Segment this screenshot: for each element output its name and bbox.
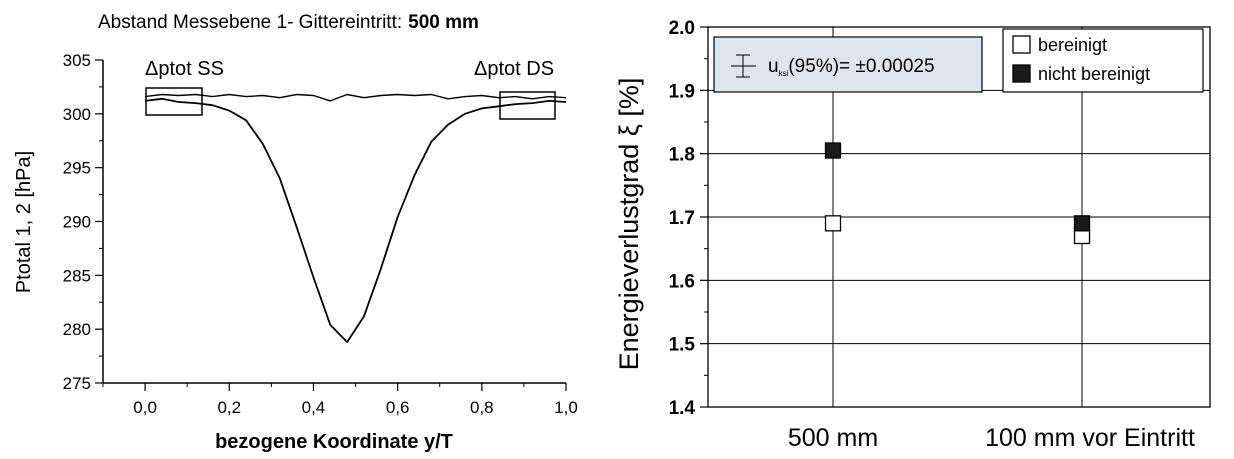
right-y-axis-label: Energieverlustgrad ξ [%]	[614, 78, 644, 371]
left-chart-title: Abstand Messebene 1- Gittereintritt: 500 …	[98, 12, 479, 33]
left-y-tick-label: 290	[63, 213, 91, 232]
right-chart: Energieverlustgrad ξ [%] 1.4 1.5 1.6 1.7 1.8…	[614, 18, 1211, 452]
legend-label-bereinigt: bereinigt	[1038, 35, 1107, 55]
left-y-tick-label: 280	[63, 320, 91, 339]
annotation-ptot-ds: Δptot DS	[474, 58, 554, 80]
left-y-tick-label: 275	[63, 374, 91, 393]
marker-bereinigt	[824, 215, 842, 232]
left-series-line-2	[144, 97, 567, 344]
right-y-tick-label: 2.0	[669, 18, 695, 39]
right-category-label: 500 mm	[788, 424, 878, 452]
right-y-tick-label: 1.8	[669, 145, 695, 166]
left-y-tick-label: 285	[63, 266, 91, 285]
left-y-axis-label: Ptotal 1, 2 [hPa]	[13, 151, 35, 293]
left-axes: 275 280 285 290 295 300 305 0,0 0,2 0,4 0,6 0,8 1,0	[63, 51, 578, 417]
left-x-axis-label: bezogene Koordinate y/T	[215, 431, 453, 453]
left-x-tick-label: 1,0	[554, 398, 578, 417]
legend-marker-nicht-bereinigt	[1012, 64, 1031, 83]
ds-region-box	[499, 91, 556, 120]
left-series-line-1	[145, 93, 567, 102]
annotation-ptot-ss: Δptot SS	[145, 58, 224, 80]
left-y-tick-label: 300	[63, 105, 91, 124]
right-y-tick-label: 1.4	[669, 398, 696, 419]
left-x-tick-label: 0,0	[133, 398, 157, 417]
legend-label-nicht-bereinigt: nicht bereinigt	[1038, 64, 1150, 84]
right-y-tick-label: 1.5	[669, 335, 696, 356]
left-x-tick-label: 0,8	[470, 398, 494, 417]
right-y-tick-label: 1.6	[669, 271, 695, 292]
right-markers	[824, 142, 1091, 245]
uncertainty-text: uksi(95%)= ±0.00025	[768, 56, 935, 78]
error-bar-icon	[731, 54, 756, 78]
left-y-tick-label: 305	[63, 51, 91, 70]
left-x-tick-label: 0,2	[217, 398, 241, 417]
right-y-tick-label: 1.9	[669, 81, 695, 102]
ss-region-box	[145, 87, 203, 116]
left-x-tick-label: 0,4	[302, 398, 326, 417]
marker-nicht-bereinigt	[1073, 215, 1091, 232]
uncertainty-box: uksi(95%)= ±0.00025	[713, 36, 983, 93]
right-y-tick-label: 1.7	[669, 208, 695, 229]
left-chart: Abstand Messebene 1- Gittereintritt: 500 …	[13, 12, 578, 453]
left-x-tick-label: 0,6	[386, 398, 410, 417]
left-series-lines	[144, 93, 567, 344]
marker-nicht-bereinigt	[824, 142, 842, 159]
legend: bereinigt nicht bereinigt	[1002, 28, 1204, 93]
left-y-tick-label: 295	[63, 159, 91, 178]
legend-marker-bereinigt	[1012, 35, 1031, 54]
right-category-label: 100 mm vor Eintritt	[985, 424, 1195, 452]
